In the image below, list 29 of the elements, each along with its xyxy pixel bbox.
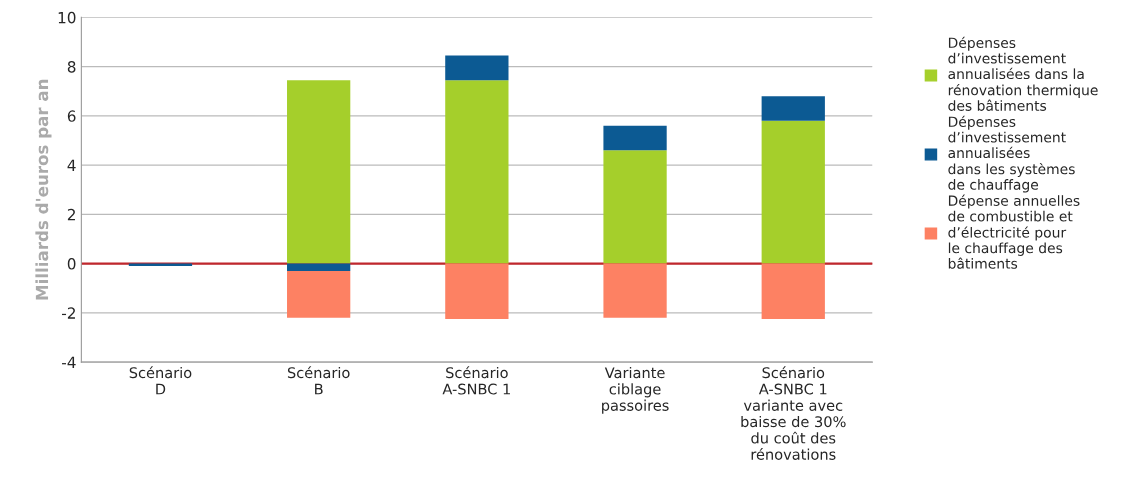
bar — [287, 270, 351, 318]
x-tick-label: Variante ciblage passoires — [602, 366, 669, 414]
x-tick-label: Scénario B — [287, 366, 350, 395]
bar — [445, 263, 509, 319]
bar — [603, 150, 667, 264]
bar — [761, 120, 825, 264]
x-tick-label: Scénario A-SNBC 1 variante avec baisse de 30% du coût des rénovations — [741, 366, 846, 460]
bar — [603, 263, 667, 318]
y-tick-label: 0 — [67, 258, 76, 270]
bar — [445, 55, 509, 81]
y-tick-label: -2 — [62, 307, 75, 319]
y-tick-label: 10 — [58, 11, 76, 24]
legend-label: Dépense annuelles de combustible et d’électricité pour le chauffage des bâtiments — [948, 194, 1080, 269]
bar — [603, 125, 667, 151]
y-axis-title: Milliards d'euros par an — [35, 79, 52, 300]
y-tick-label: -4 — [62, 356, 76, 368]
y-tick-label: 4 — [67, 159, 76, 171]
y-tick-label: 8 — [67, 61, 76, 73]
legend-label: Dépenses d’investissement annualisées dans les systèmes de chauffage — [948, 115, 1075, 193]
x-tick-label: Scénario A-SNBC 1 — [442, 366, 510, 395]
legend-label: Dépenses d’investissement annualisées dans la rénovation thermique des bâtiments — [948, 36, 1098, 111]
bar — [445, 80, 509, 264]
x-tick-label: Scénario D — [129, 366, 192, 395]
bar — [761, 263, 825, 319]
bar — [287, 80, 351, 264]
y-tick-label: 6 — [67, 110, 76, 122]
y-tick-label: 2 — [67, 208, 75, 221]
bar — [761, 96, 825, 121]
bar — [287, 263, 351, 271]
